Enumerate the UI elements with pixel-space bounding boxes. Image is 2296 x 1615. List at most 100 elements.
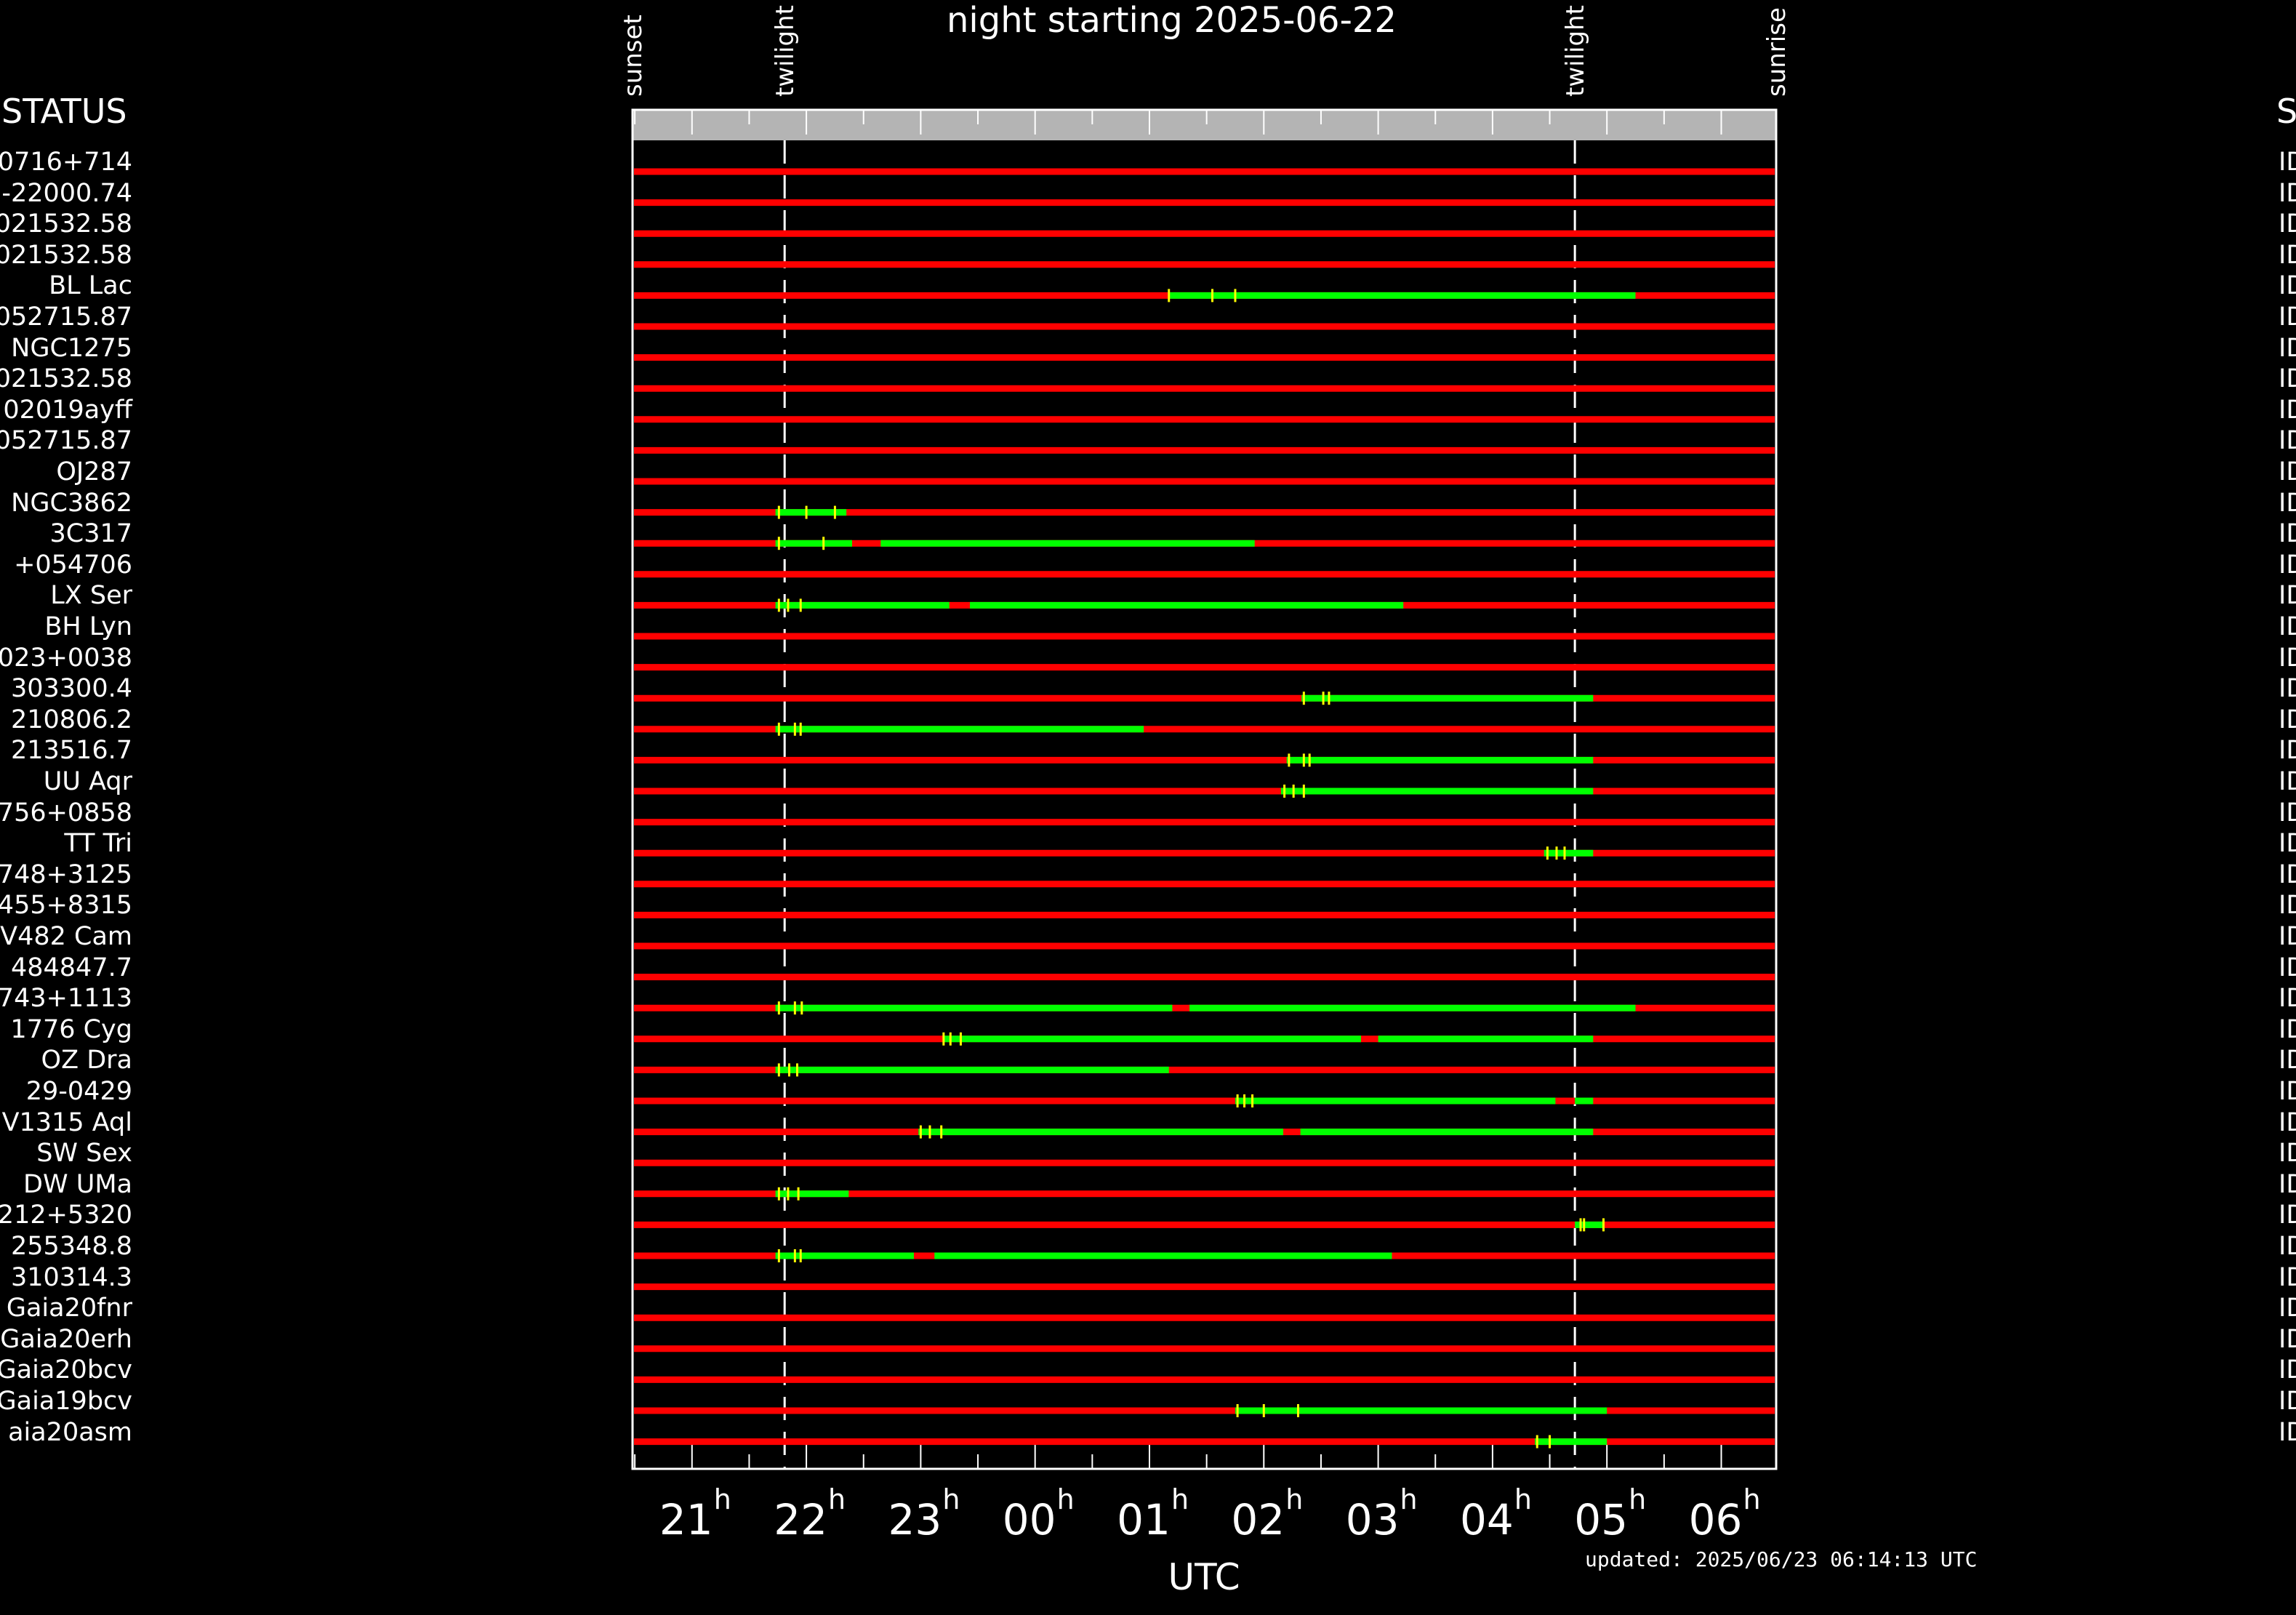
target-name: OZ Dra [41, 1046, 132, 1075]
target-name: 484847.7 [10, 953, 132, 982]
target-status: ID [2279, 859, 2296, 889]
target-name: 213516.7 [10, 736, 132, 766]
x-tick-suffix: h [942, 1483, 960, 1515]
target-status: ID [2279, 178, 2296, 208]
target-name: 023+0038 [0, 643, 132, 673]
target-name: 748+3125 [0, 859, 132, 889]
x-tick-label: 22 [774, 1495, 827, 1544]
target-status: ID [2279, 519, 2296, 549]
target-status: ID [2279, 891, 2296, 921]
target-status: ID [2279, 798, 2296, 827]
target-name: OJ287 [56, 457, 132, 486]
target-status: ID [2279, 1355, 2296, 1385]
event-label-twilight: twilight [771, 5, 800, 97]
x-tick-label: 23 [888, 1495, 942, 1544]
target-status: ID [2279, 1139, 2296, 1169]
x-tick-label: 01 [1117, 1495, 1171, 1544]
x-tick-suffix: h [714, 1483, 731, 1515]
target-status: ID [2279, 767, 2296, 796]
target-status: ID [2279, 1294, 2296, 1323]
target-status: ID [2279, 612, 2296, 641]
target-name: 1776 Cyg [10, 1014, 132, 1044]
target-status: ID [2279, 1107, 2296, 1137]
target-name-column: 0716+714 -22000.74 021532.58 021532.58 BL La… [0, 0, 138, 1615]
target-status: ID [2279, 1417, 2296, 1447]
x-tick-label: 03 [1346, 1495, 1400, 1544]
target-name: Gaia20erh [0, 1324, 132, 1354]
x-tick-label: 21 [659, 1495, 713, 1544]
target-name: 310314.3 [10, 1262, 132, 1292]
target-status: ID [2279, 426, 2296, 456]
event-label-sunset: sunset [619, 15, 648, 97]
target-name: 021532.58 [0, 209, 132, 239]
target-status: ID [2279, 364, 2296, 394]
target-name: V482 Cam [0, 922, 132, 951]
target-name: 02019ayff [3, 395, 132, 425]
x-tick-suffix: h [1285, 1483, 1303, 1515]
status-column-header: STATUS [1, 92, 127, 131]
target-status: ID [2279, 240, 2296, 270]
target-name: V1315 Aql [1, 1107, 132, 1137]
x-tick-suffix: h [1514, 1483, 1532, 1515]
target-status: ID [2279, 271, 2296, 301]
target-name: BL Lac [49, 271, 132, 301]
x-axis-label: UTC [1168, 1556, 1240, 1598]
plot-frame [631, 108, 1778, 1470]
target-name: Gaia19bcv [0, 1387, 132, 1416]
x-tick-suffix: h [828, 1483, 846, 1515]
target-status: ID [2279, 1169, 2296, 1199]
target-name: +054706 [14, 550, 132, 580]
target-status: ID [2279, 1014, 2296, 1044]
target-status: ID [2279, 1077, 2296, 1106]
x-tick-label: 06 [1689, 1495, 1743, 1544]
target-status: ID [2279, 674, 2296, 704]
target-name: UU Aqr [43, 767, 132, 796]
target-status: ID [2279, 1046, 2296, 1075]
target-name: 29-0429 [25, 1077, 132, 1106]
target-status: ID [2279, 953, 2296, 982]
target-name: 756+0858 [0, 798, 132, 827]
target-status: ID [2279, 1201, 2296, 1230]
target-status: ID [2279, 984, 2296, 1014]
x-tick-label: 00 [1003, 1495, 1056, 1544]
x-tick-suffix: h [1171, 1483, 1189, 1515]
right-status-column: ID ID ID ID ID ID ID ID ID ID ID ID ID ID ID ID ID ID ID ID… [2276, 0, 2296, 1615]
target-name: 3C317 [49, 519, 132, 549]
x-tick-label: 04 [1460, 1495, 1514, 1544]
target-status: ID [2279, 488, 2296, 518]
x-tick-suffix: h [1629, 1483, 1646, 1515]
target-name: TT Tri [64, 829, 132, 859]
target-name: LX Ser [50, 581, 132, 611]
target-status: ID [2279, 395, 2296, 425]
target-status: ID [2279, 922, 2296, 951]
x-tick-label: 02 [1231, 1495, 1285, 1544]
target-status: ID [2279, 1387, 2296, 1416]
target-name: 212+5320 [0, 1201, 132, 1230]
target-name: 052715.87 [0, 426, 132, 456]
target-status: ID [2279, 1232, 2296, 1261]
right-status-header: S [2276, 92, 2296, 131]
target-name: -22000.74 [1, 178, 132, 208]
target-name: 255348.8 [10, 1232, 132, 1261]
target-status: ID [2279, 457, 2296, 486]
target-name: DW UMa [23, 1169, 132, 1199]
target-name: 210806.2 [10, 705, 132, 734]
target-status: ID [2279, 643, 2296, 673]
target-name: BH Lyn [44, 612, 132, 641]
target-status: ID [2279, 736, 2296, 766]
target-name: 303300.4 [10, 674, 132, 704]
target-name: 743+1113 [0, 984, 132, 1014]
target-name: 021532.58 [0, 240, 132, 270]
event-label-sunrise: sunrise [1762, 7, 1791, 97]
x-tick-suffix: h [1743, 1483, 1760, 1515]
x-tick-suffix: h [1400, 1483, 1418, 1515]
updated-timestamp: updated: 2025/06/23 06:14:13 UTC [1585, 1547, 1978, 1571]
target-name: 052715.87 [0, 302, 132, 332]
target-name: 455+8315 [0, 891, 132, 921]
target-status: ID [2279, 705, 2296, 734]
target-name: Gaia20bcv [0, 1355, 132, 1385]
target-name: Gaia20fnr [6, 1294, 132, 1323]
target-status: ID [2279, 550, 2296, 580]
target-name: 021532.58 [0, 364, 132, 394]
